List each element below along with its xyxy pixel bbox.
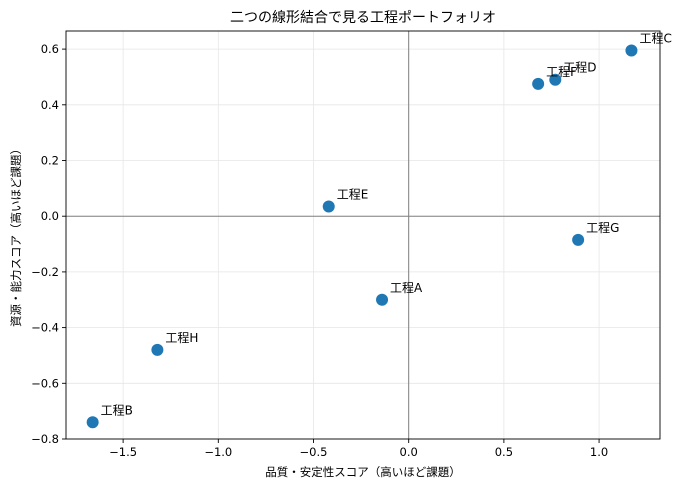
x-tick-label: 1.0 <box>590 445 608 459</box>
point-label: 工程B <box>101 402 133 417</box>
y-axis-label: 資源・能力スコア（高いほど課題） <box>9 143 23 327</box>
x-axis-ticks: −1.5 −1.0 −0.5 0.0 0.5 1.0 <box>109 439 608 459</box>
data-point <box>625 44 638 57</box>
y-tick-label: −0.8 <box>31 432 59 446</box>
grid-layer <box>66 31 660 440</box>
data-point <box>532 77 545 90</box>
points-layer <box>86 44 638 429</box>
x-tick-label: 0.0 <box>400 445 418 459</box>
point-label: 工程D <box>563 60 596 75</box>
x-axis-label: 品質・安定性スコア（高いほど課題） <box>265 465 461 479</box>
point-label: 工程F <box>546 64 577 79</box>
point-label: 工程G <box>586 220 619 235</box>
data-point <box>151 343 164 356</box>
point-label: 工程C <box>639 30 671 45</box>
chart-title: 二つの線形結合で見る工程ポートフォリオ <box>230 10 496 26</box>
data-point <box>549 73 562 86</box>
x-tick-label: −0.5 <box>300 445 328 459</box>
data-point <box>572 233 585 246</box>
y-tick-label: 0.0 <box>41 209 59 223</box>
y-tick-label: −0.4 <box>31 321 59 335</box>
y-tick-label: 0.4 <box>41 98 59 112</box>
data-point <box>86 416 99 429</box>
reference-lines <box>66 31 660 439</box>
data-point <box>376 293 389 306</box>
point-label: 工程H <box>165 330 198 345</box>
plot-frame <box>65 30 661 440</box>
x-tick-label: −1.5 <box>109 445 137 459</box>
y-tick-label: −0.6 <box>31 376 59 390</box>
y-axis-ticks: −0.8 −0.6 −0.4 −0.2 0.0 0.2 0.4 0.6 <box>31 42 66 446</box>
x-tick-label: 0.5 <box>495 445 513 459</box>
x-tick-label: −1.0 <box>204 445 232 459</box>
y-tick-label: 0.2 <box>41 154 59 168</box>
point-label: 工程A <box>390 280 423 295</box>
y-tick-label: −0.2 <box>31 265 59 279</box>
point-label: 工程E <box>337 186 369 201</box>
point-labels: 工程A 工程B 工程C 工程D 工程E 工程F 工程G 工程H <box>101 30 672 417</box>
y-tick-label: 0.6 <box>41 42 59 56</box>
data-point <box>322 200 335 213</box>
